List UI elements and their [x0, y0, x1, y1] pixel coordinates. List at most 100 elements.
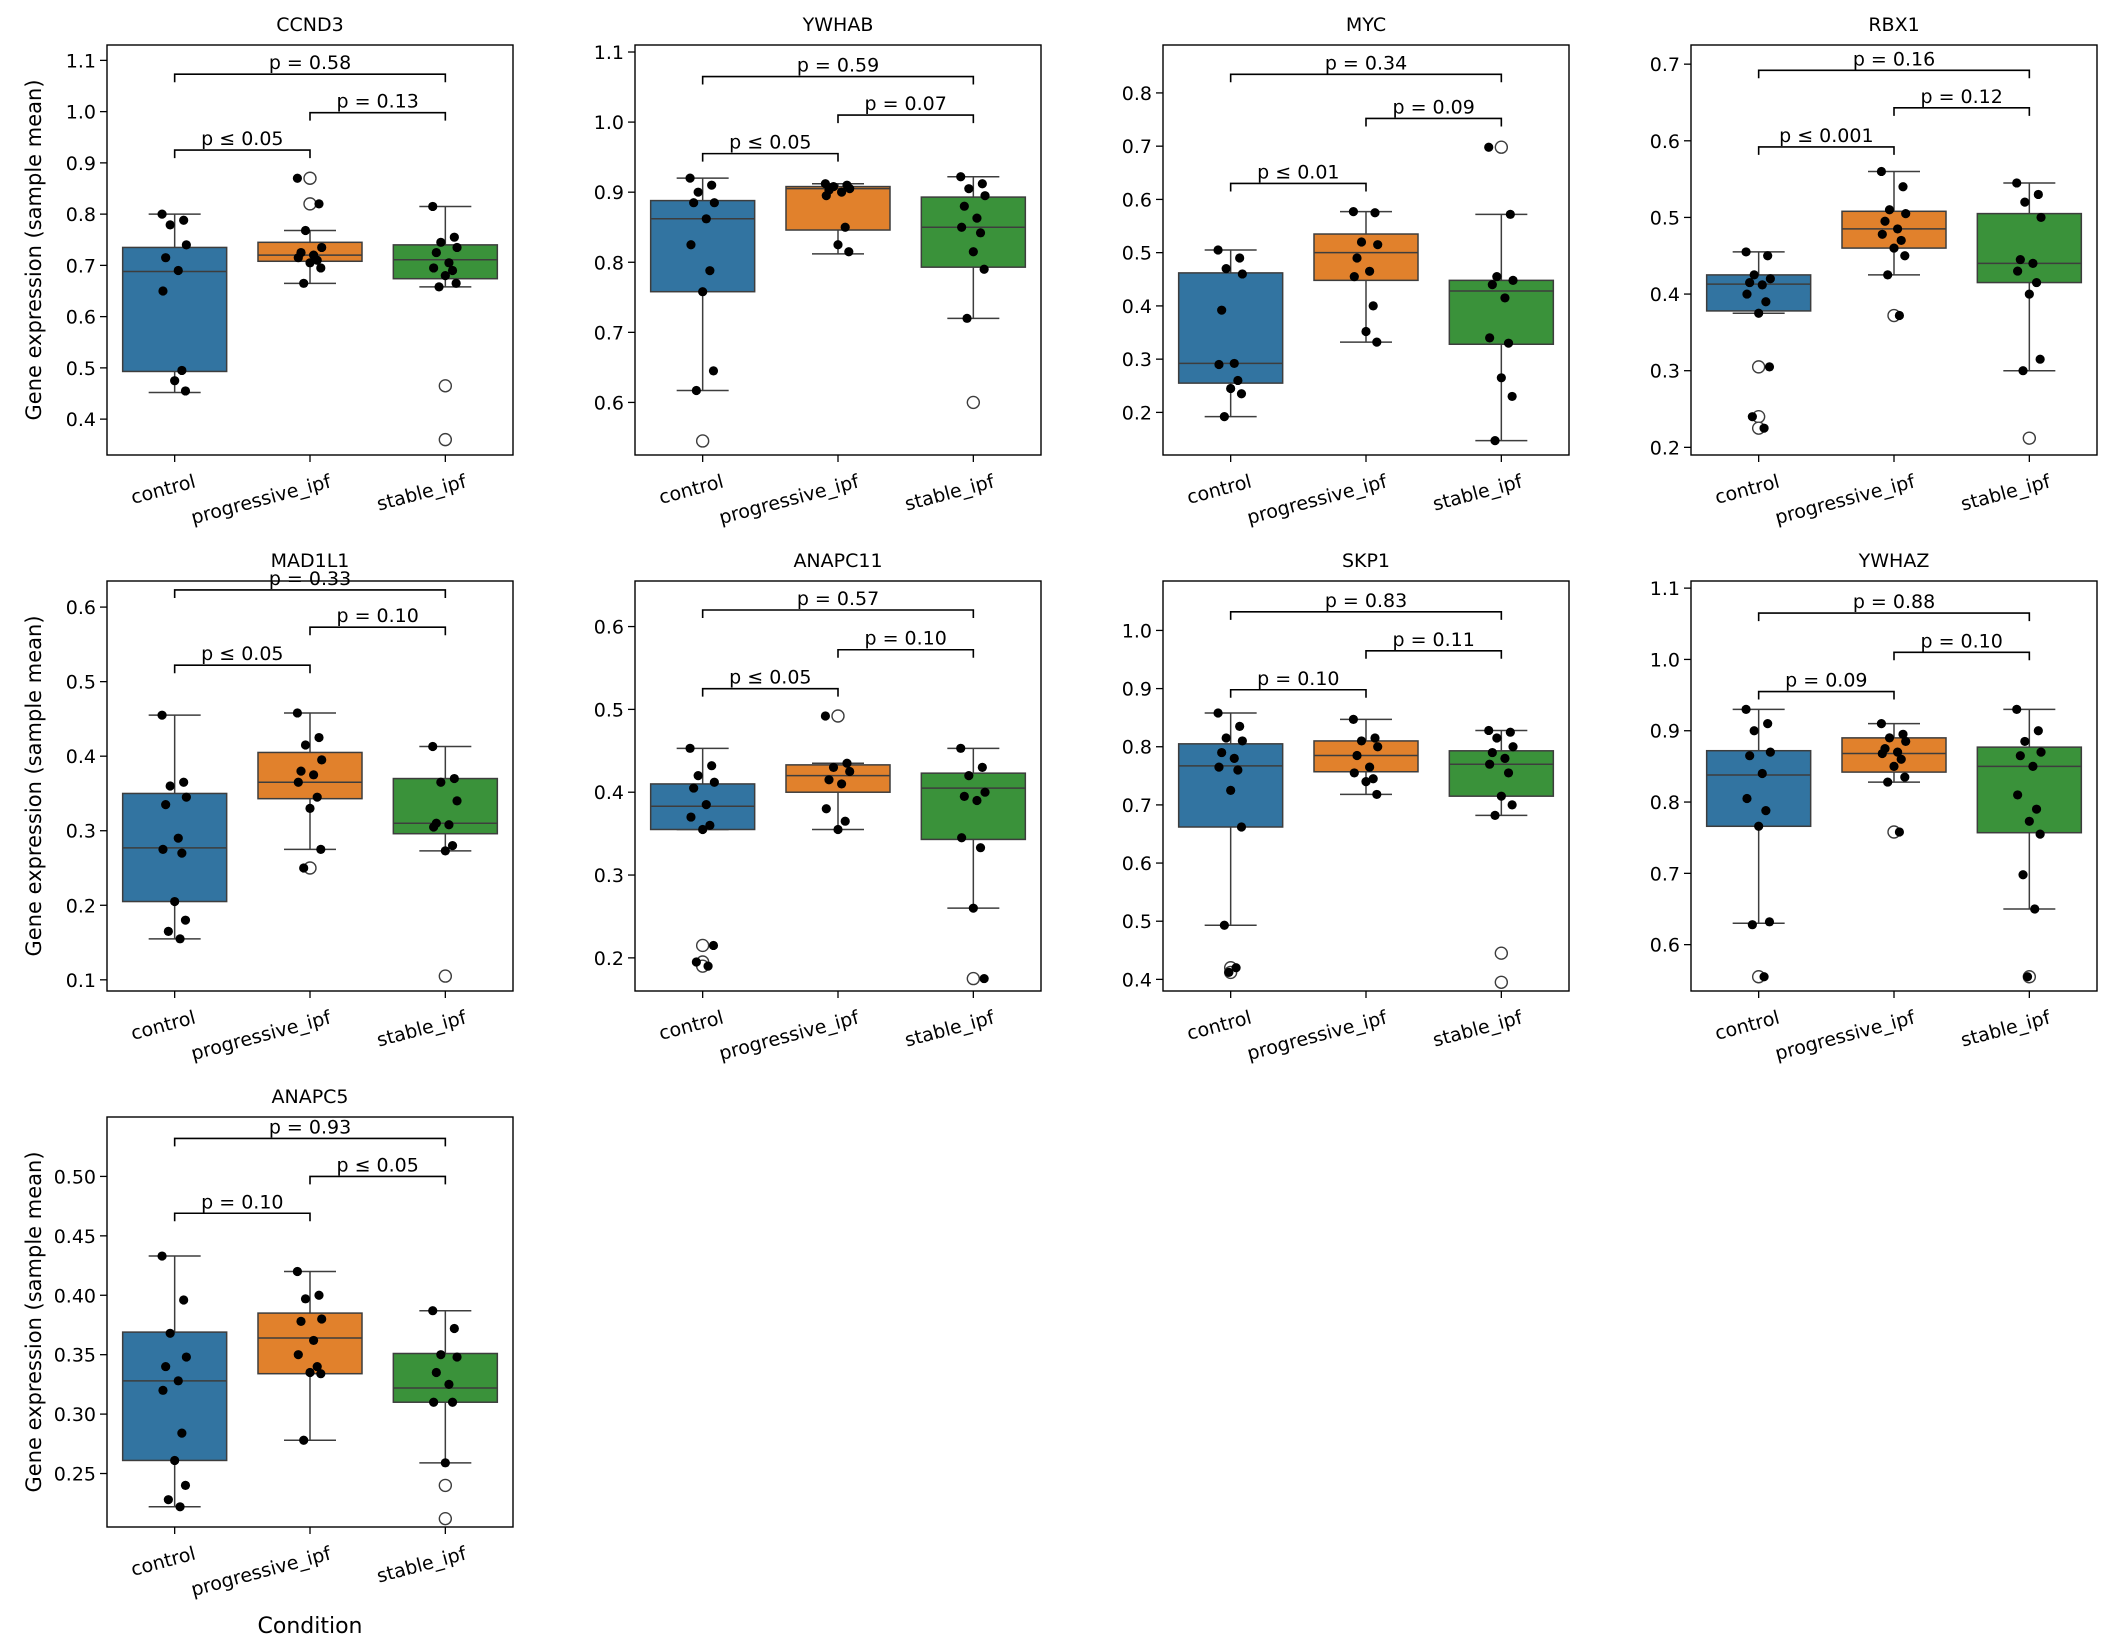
x-tick-label: stable_ipf: [1958, 1006, 2053, 1051]
data-point: [708, 940, 719, 951]
outlier-marker: [2022, 431, 2037, 445]
box-control: [649, 743, 756, 973]
data-point: [975, 843, 986, 853]
data-point: [1356, 237, 1367, 247]
box-control: [1705, 704, 1812, 984]
x-tick-label: progressive_ipf: [1245, 470, 1391, 529]
outlier-marker: [1494, 140, 1509, 154]
box-stable_ipf: [920, 172, 1027, 410]
y-tick-label: 0.5: [594, 699, 624, 721]
p-value-label: p ≤ 0.05: [729, 132, 811, 154]
data-point: [1213, 245, 1223, 255]
data-point: [293, 1350, 303, 1360]
x-tick-label: progressive_ipf: [1245, 1006, 1391, 1065]
data-point: [158, 286, 168, 296]
p-value-label: p ≤ 0.05: [336, 1154, 418, 1176]
box-stable_ipf: [392, 741, 499, 983]
box-iqr: [392, 1352, 499, 1403]
p-value-label: p = 0.11: [1392, 629, 1474, 651]
data-point: [428, 201, 438, 212]
significance-bracket: p = 0.10: [173, 1191, 311, 1222]
outlier-marker: [966, 971, 981, 986]
y-tick-label: 0.6: [1650, 935, 1680, 957]
data-point: [1349, 768, 1359, 778]
y-tick-label: 0.8: [1650, 792, 1680, 814]
data-point: [161, 800, 171, 810]
data-point: [165, 1328, 175, 1338]
p-value-label: p = 0.10: [336, 605, 418, 627]
subplot-title: MYC: [1346, 14, 1386, 36]
data-point: [179, 1295, 189, 1305]
y-tick-label: 0.7: [1122, 136, 1152, 158]
data-point: [1217, 305, 1227, 315]
box-stable_ipf: [1976, 178, 2083, 445]
data-point: [685, 743, 695, 753]
data-point: [161, 253, 171, 263]
data-point: [431, 247, 441, 258]
outlier-marker: [438, 1511, 453, 1526]
data-point: [309, 770, 319, 780]
significance-bracket: p = 0.09: [1757, 670, 1895, 700]
subplot-ywhaz: YWHAZ 0.6 0.7 0.8 0.9 1.0 1.1 p = 0.09 p = 0.10 p…: [1650, 550, 2098, 1065]
p-value-label: p = 0.10: [864, 628, 946, 650]
significance-bracket: p = 0.07: [837, 93, 975, 124]
data-point: [452, 796, 462, 806]
data-point: [449, 773, 459, 784]
data-point: [964, 184, 974, 194]
data-point: [1373, 240, 1383, 250]
y-tick-label: 0.5: [1122, 243, 1152, 265]
data-point: [1492, 272, 1502, 282]
data-point: [444, 820, 454, 830]
data-point: [979, 264, 989, 274]
data-point: [1352, 750, 1362, 761]
bracket-line: [173, 1212, 311, 1222]
data-point: [179, 777, 189, 787]
significance-bracket: p ≤ 0.05: [701, 667, 839, 697]
p-value-label: p = 0.83: [1325, 590, 1407, 612]
bracket-line: [701, 152, 839, 162]
bracket-line: [1229, 73, 1503, 83]
data-point: [833, 240, 843, 250]
data-point: [1485, 333, 1495, 343]
significance-bracket: p = 0.10: [1229, 668, 1367, 698]
data-point: [170, 896, 180, 907]
data-point: [1742, 289, 1752, 299]
data-point: [1368, 774, 1378, 784]
data-point: [2020, 197, 2030, 207]
subplot-anapc5: ANAPC5 0.25 0.30 0.35 0.40 0.45 0.50 p = 0.10 p …: [22, 1086, 514, 1601]
data-point: [452, 1352, 462, 1362]
data-point: [1896, 235, 1906, 246]
data-point: [1229, 753, 1239, 763]
outlier-marker: [303, 197, 317, 211]
data-point: [1889, 761, 1899, 771]
data-point: [1765, 747, 1775, 757]
box-control: [649, 173, 756, 448]
box-iqr: [920, 772, 1027, 841]
data-point: [956, 743, 966, 753]
box-iqr: [920, 196, 1027, 268]
data-point: [1889, 243, 1899, 253]
data-point: [686, 240, 696, 250]
y-tick-label: 0.3: [66, 821, 96, 843]
data-point: [293, 253, 303, 263]
data-point: [821, 191, 831, 201]
data-point: [840, 816, 850, 826]
data-point: [314, 199, 324, 209]
significance-bracket: p = 0.33: [173, 568, 447, 598]
outlier-marker: [438, 432, 453, 447]
data-point: [158, 1385, 168, 1395]
data-point: [1901, 208, 1911, 219]
data-point: [157, 209, 167, 219]
data-point: [1896, 754, 1906, 764]
subplot-title: RBX1: [1868, 14, 1919, 36]
p-value-label: p = 0.34: [1325, 52, 1407, 74]
box-iqr: [257, 1312, 363, 1375]
data-point: [1884, 205, 1895, 215]
y-tick-label: 0.9: [594, 182, 624, 204]
data-point: [821, 804, 831, 814]
data-point: [1508, 742, 1518, 752]
data-point: [977, 179, 987, 189]
y-tick-label: 0.6: [1122, 189, 1152, 211]
y-tick-label: 0.5: [66, 358, 96, 380]
data-point: [1764, 362, 1775, 372]
